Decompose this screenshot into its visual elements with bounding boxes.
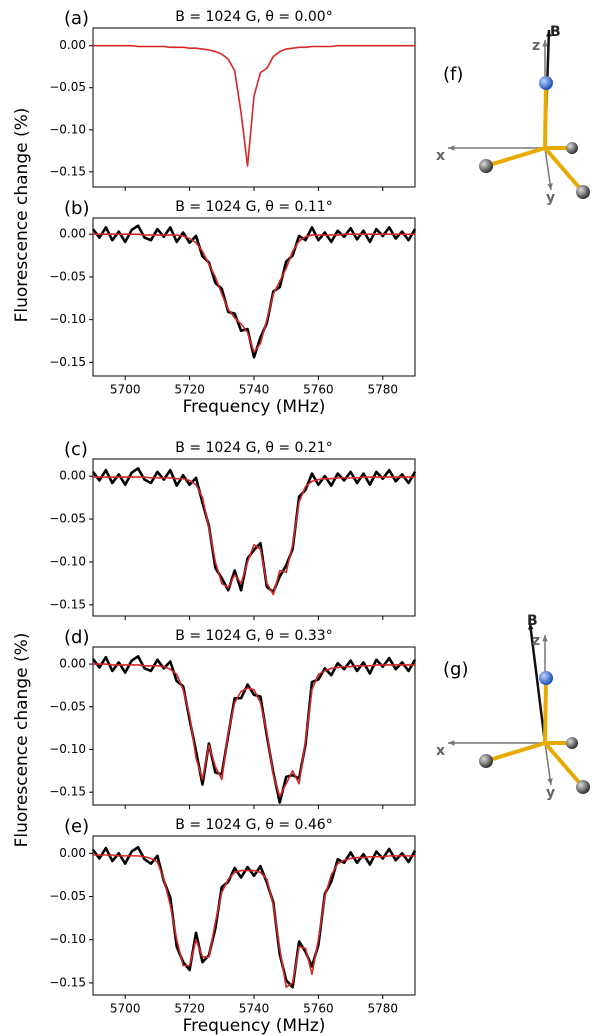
atom [479,159,493,173]
arrow-head [448,145,455,151]
arrow-head [547,183,553,190]
plot-frame [92,646,416,806]
y-tick-label: −0.05 [49,889,86,903]
x-tick-label: 5720 [174,1002,205,1016]
panel-title: B = 1024 G, θ = 0.21° [175,440,332,456]
panel-title: B = 1024 G, θ = 0.46° [175,817,332,833]
arrow-head [448,740,455,746]
y-tick-label: −0.15 [49,785,86,799]
atom [479,754,493,768]
panel-label: (a) [64,8,89,29]
plot-frame [92,27,416,188]
axis-arrow [528,622,547,744]
y-tick-label: 0.00 [59,469,86,483]
data-line [93,233,415,353]
y-tick-label: −0.05 [49,269,86,283]
axis-letter: B [550,24,561,40]
y-axis-label: Fluorescence change (%) [12,108,32,323]
y-tick-label: 0.00 [59,657,86,671]
data-line [93,854,415,989]
x-tick-label: 5760 [303,1002,334,1016]
plot-frame [92,458,416,617]
x-tick-label: 5780 [368,1002,399,1016]
data-line [91,845,417,989]
data-line [93,476,415,596]
y-tick-label: 0.00 [59,846,86,860]
y-tick-label: 0.00 [59,227,86,241]
x-tick-label: 5780 [368,383,399,397]
x-tick-label: 5720 [174,383,205,397]
panel-label: (e) [64,816,89,837]
axis-arrow [544,742,552,786]
axis-letter: y [546,785,555,801]
diagram-label: (f) [443,64,463,85]
y-tick-label: −0.10 [49,122,86,136]
crystal-diagram: (g) x y zB [436,613,590,801]
crystal-diagram: (f) x y zB [436,24,590,206]
y-tick-label: −0.10 [49,554,86,568]
y-tick-label: −0.05 [49,80,86,94]
bond [543,741,585,789]
y-tick-label: −0.15 [49,597,86,611]
atom [566,737,578,749]
arrow-head [542,635,548,642]
y-axis-label: Fluorescence change (%) [12,633,32,848]
arrow-head [547,778,553,785]
y-tick-label: −0.10 [49,742,86,756]
axis-letter: z [532,633,540,649]
axis-letter: x [436,743,445,759]
bond [485,741,546,763]
bond [543,677,548,744]
arrow-head [542,40,548,47]
x-tick-label: 5700 [110,1002,141,1016]
atom [576,185,590,199]
axis-letter: z [532,38,540,54]
atom [539,76,553,90]
panel-label: (d) [64,627,89,648]
axis-arrow [544,147,552,191]
bond [543,146,585,194]
x-tick-label: 5740 [239,383,270,397]
data-line [91,467,417,594]
x-tick-label: 5700 [110,383,141,397]
panel-title: B = 1024 G, θ = 0.11° [175,199,332,215]
bond [543,82,548,149]
x-axis-label: Frequency (MHz) [183,1016,326,1036]
panel-title: B = 1024 G, θ = 0.33° [175,628,332,644]
panel-label: (b) [64,198,89,219]
panel-label: (c) [64,439,88,460]
arrow-head [528,623,534,630]
y-tick-label: −0.05 [49,512,86,526]
y-tick-label: −0.15 [49,975,86,989]
atom [576,780,590,794]
panel-title: B = 1024 G, θ = 0.00° [175,9,332,25]
x-tick-label: 5740 [239,1002,270,1016]
arrow-head [546,30,552,37]
x-tick-label: 5760 [303,383,334,397]
bond [485,146,546,168]
y-tick-label: 0.00 [59,38,86,52]
axis-letter: x [436,148,445,164]
data-line [93,44,415,167]
data-line [91,655,417,804]
y-tick-label: −0.10 [49,932,86,946]
atom [566,142,578,154]
y-tick-label: −0.10 [49,312,86,326]
diagram-label: (g) [443,659,468,680]
axis-letter: y [546,190,555,206]
y-tick-label: −0.05 [49,699,86,713]
data-line [91,224,417,359]
axis-letter: B [527,613,538,629]
atom [539,671,553,685]
y-tick-label: −0.15 [49,164,86,178]
x-axis-label: Frequency (MHz) [183,397,326,417]
y-tick-label: −0.15 [49,355,86,369]
data-line [93,663,415,798]
